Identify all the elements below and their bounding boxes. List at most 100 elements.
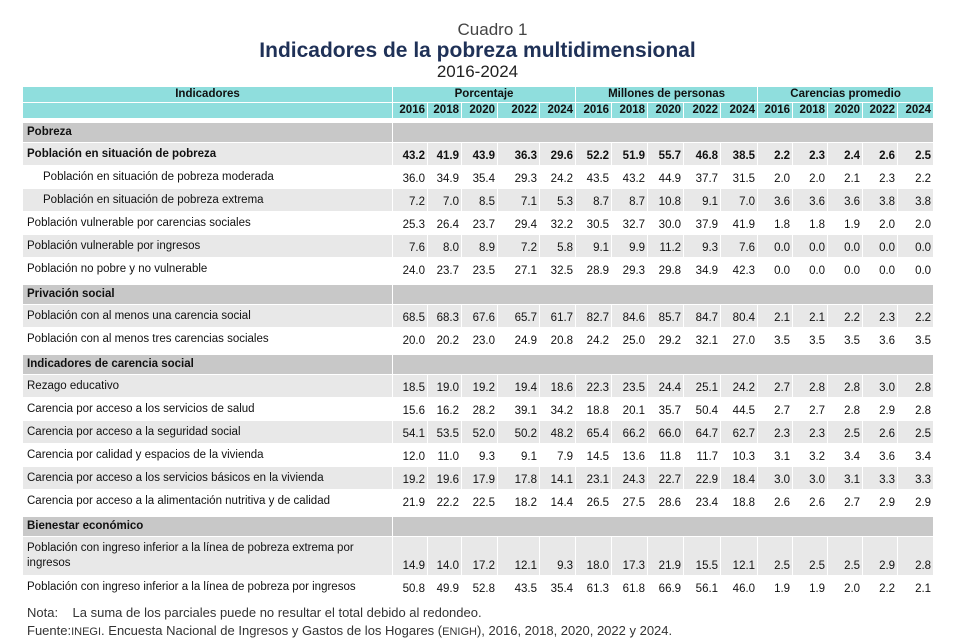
table-row: Población con al menos tres carencias so… (23, 328, 935, 351)
value-cell: 2.7 (828, 490, 864, 513)
value-cell: 27.5 (612, 490, 649, 513)
year-header-2024: 2024 (721, 103, 759, 119)
value-cell: 22.5 (462, 490, 498, 513)
section-fill (393, 123, 935, 143)
value-cell: 32.7 (612, 212, 649, 235)
value-cell: 2.7 (793, 398, 829, 421)
year-header-2016: 2016 (758, 103, 794, 119)
section-title: Bienestar económico (23, 517, 393, 537)
value-cell: 2.0 (793, 166, 829, 189)
table-row: Población con ingreso inferior a la líne… (23, 537, 935, 576)
year-header-2020: 2020 (462, 103, 498, 119)
value-cell: 19.6 (428, 467, 462, 490)
value-cell: 7.6 (393, 235, 428, 258)
value-cell: 3.2 (793, 444, 829, 467)
value-cell: 2.9 (898, 490, 935, 513)
value-cell: 19.2 (393, 467, 428, 490)
spacer-row (23, 119, 935, 123)
year-header-2018: 2018 (793, 103, 829, 119)
value-cell: 2.8 (828, 398, 864, 421)
group-header-carencias: Carencias promedio (758, 87, 935, 103)
row-label: Población en situación de pobreza modera… (23, 166, 393, 189)
poverty-indicators-table: Indicadores Porcentaje Millones de perso… (23, 87, 935, 599)
year-header-2016: 2016 (576, 103, 613, 119)
value-cell: 2.6 (793, 490, 829, 513)
value-cell: 28.6 (648, 490, 685, 513)
table-row: Población vulnerable por ingresos 7.6 8.0 8… (23, 235, 935, 258)
value-cell: 29.4 (498, 212, 540, 235)
value-cell: 3.5 (828, 328, 864, 351)
value-cell: 11.0 (428, 444, 462, 467)
value-cell: 2.5 (898, 143, 935, 166)
value-cell: 10.8 (648, 189, 685, 212)
value-cell: 11.2 (648, 235, 685, 258)
value-cell: 65.7 (498, 305, 540, 328)
value-cell: 2.7 (758, 375, 794, 398)
value-cell: 2.4 (828, 143, 864, 166)
value-cell: 12.1 (498, 537, 540, 576)
value-cell: 2.3 (793, 143, 829, 166)
value-cell: 2.2 (898, 166, 935, 189)
row-label: Carencia por acceso a los servicios bási… (23, 467, 393, 490)
value-cell: 3.4 (828, 444, 864, 467)
value-cell: 3.5 (898, 328, 935, 351)
value-cell: 0.0 (863, 235, 899, 258)
value-cell: 19.2 (462, 375, 498, 398)
value-cell: 2.3 (793, 421, 829, 444)
value-cell: 20.0 (393, 328, 428, 351)
value-cell: 2.0 (828, 576, 864, 599)
section-fill (393, 355, 935, 375)
value-cell: 8.7 (576, 189, 613, 212)
row-label: Población vulnerable por carencias socia… (23, 212, 393, 235)
value-cell: 12.1 (721, 537, 759, 576)
value-cell: 39.1 (498, 398, 540, 421)
value-cell: 28.2 (462, 398, 498, 421)
value-cell: 28.9 (576, 258, 613, 281)
value-cell: 32.5 (540, 258, 577, 281)
value-cell: 3.8 (863, 189, 899, 212)
value-cell: 2.0 (758, 166, 794, 189)
value-cell: 43.5 (498, 576, 540, 599)
value-cell: 36.0 (393, 166, 428, 189)
value-cell: 3.6 (863, 328, 899, 351)
value-cell: 50.2 (498, 421, 540, 444)
row-label: Población en situación de pobreza extrem… (23, 189, 393, 212)
value-cell: 2.5 (828, 421, 864, 444)
value-cell: 2.5 (793, 537, 829, 576)
value-cell: 11.8 (648, 444, 685, 467)
year-header-2018: 2018 (428, 103, 462, 119)
table-row: Población no pobre y no vulnerable 24.0 23… (23, 258, 935, 281)
value-cell: 18.6 (540, 375, 577, 398)
value-cell: 18.0 (576, 537, 613, 576)
value-cell: 18.4 (721, 467, 759, 490)
value-cell: 7.9 (540, 444, 577, 467)
group-header-row: Indicadores Porcentaje Millones de perso… (23, 87, 935, 103)
note-line: Nota: La suma de los parciales puede no … (27, 604, 934, 622)
table-row: Carencia por acceso a la alimentación nu… (23, 490, 935, 513)
section-header-row: Indicadores de carencia social (23, 355, 935, 375)
value-cell: 1.9 (758, 576, 794, 599)
row-label: Población no pobre y no vulnerable (23, 258, 393, 281)
value-cell: 2.8 (898, 537, 935, 576)
year-header-2022: 2022 (498, 103, 540, 119)
value-cell: 2.8 (898, 375, 935, 398)
value-cell: 24.3 (612, 467, 649, 490)
value-cell: 52.8 (462, 576, 498, 599)
value-cell: 61.7 (540, 305, 577, 328)
value-cell: 1.9 (828, 212, 864, 235)
value-cell: 35.4 (540, 576, 577, 599)
value-cell: 34.2 (540, 398, 577, 421)
value-cell: 0.0 (793, 258, 829, 281)
source-text-2: ), 2016, 2018, 2020, 2022 y 2024. (476, 623, 673, 638)
year-header-2022: 2022 (863, 103, 899, 119)
value-cell: 32.1 (684, 328, 722, 351)
value-cell: 18.2 (498, 490, 540, 513)
indicators-header: Indicadores (23, 87, 393, 103)
value-cell: 0.0 (828, 235, 864, 258)
value-cell: 24.4 (648, 375, 685, 398)
row-label: Población con al menos tres carencias so… (23, 328, 393, 351)
row-label: Población en situación de pobreza (23, 143, 393, 166)
value-cell: 43.5 (576, 166, 613, 189)
value-cell: 61.3 (576, 576, 613, 599)
value-cell: 23.7 (428, 258, 462, 281)
